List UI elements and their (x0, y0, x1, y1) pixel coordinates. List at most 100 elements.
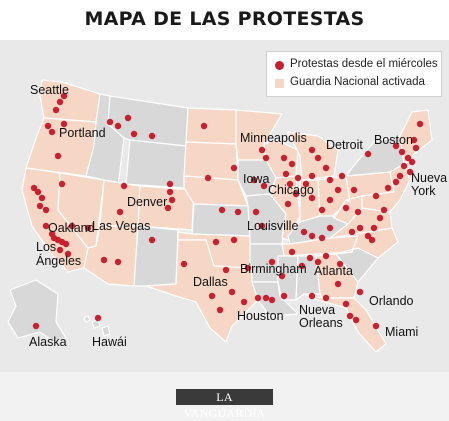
city-label-las-vegas: Las Vegas (92, 219, 151, 233)
protest-dot (222, 266, 230, 274)
protest-dot (404, 154, 412, 162)
protest-dot (322, 294, 330, 302)
protest-dot (268, 258, 276, 266)
city-label-dallas: Dallas (193, 275, 228, 289)
city-label-los-angeles-2: Ángeles (36, 254, 82, 268)
protest-dot (244, 264, 252, 272)
state-illinois (269, 175, 301, 241)
protest-dot (114, 122, 122, 130)
protest-dot (240, 298, 248, 306)
protest-dot (94, 314, 102, 322)
protest-dot (250, 176, 258, 184)
protest-dot (326, 176, 334, 184)
city-label-orlando: Orlando (369, 294, 414, 308)
protest-dot (262, 294, 270, 302)
city-label-nueva-york-1: Nueva (411, 171, 448, 185)
protest-dot (124, 114, 132, 122)
state-hawaii-3 (101, 325, 111, 337)
protest-dot (308, 292, 316, 300)
protest-dot (166, 180, 174, 188)
city-label-minneapolis: Minneapolis (240, 131, 307, 145)
city-label-seattle: Seattle (30, 83, 69, 97)
protest-dot (218, 206, 226, 214)
protest-dot (326, 224, 334, 232)
city-label-birmingham: Birmingham (240, 262, 307, 276)
protest-dot (408, 158, 416, 166)
protest-dot (406, 168, 414, 176)
protest-dot (60, 92, 68, 100)
protest-dot (308, 232, 316, 240)
protest-dot (56, 98, 64, 106)
protest-dot (230, 164, 238, 172)
protest-dot (334, 186, 342, 194)
city-label-denver: Denver (127, 195, 168, 209)
protest-dot (48, 128, 56, 136)
protest-dot (116, 208, 124, 216)
protest-dot (42, 206, 50, 214)
city-label-detroit: Detroit (326, 138, 363, 152)
protest-dot (398, 148, 406, 156)
protest-dot (252, 208, 260, 216)
city-label-chicago: Chicago (268, 183, 314, 197)
protest-dot (368, 236, 376, 244)
protest-dot (278, 272, 286, 280)
state-texas (145, 239, 261, 343)
protest-dot (392, 142, 400, 150)
protest-dot (280, 154, 288, 162)
state-north-dakota (185, 107, 237, 145)
protest-dot (318, 234, 326, 242)
city-label-iowa: Iowa (243, 172, 270, 186)
protest-dot (228, 288, 236, 296)
protest-dot (204, 174, 212, 182)
guard-swatch-icon (275, 79, 284, 88)
city-label-oakland: Oakland (48, 221, 95, 235)
protest-dot (334, 280, 342, 288)
protest-dot (354, 208, 362, 216)
protest-dot (280, 292, 288, 300)
protest-dot (64, 250, 72, 258)
city-label-boston: Boston (374, 133, 413, 147)
protest-dot (284, 200, 292, 208)
protest-dot (258, 222, 266, 230)
protest-dot (42, 222, 50, 230)
state-alaska (7, 279, 67, 343)
protest-dot (314, 154, 322, 162)
brand-logo: LA VANGUARDIA (176, 389, 273, 420)
protest-dot (314, 258, 322, 266)
protest-dot (60, 120, 68, 128)
protest-dot (318, 206, 326, 214)
protest-dot (212, 238, 220, 246)
legend-protests-label: Protestas desde el miércoles (290, 58, 438, 70)
city-label-louisville: Louisville (247, 219, 299, 233)
protest-dot (302, 180, 310, 188)
state-hawaii-2 (91, 319, 101, 329)
protest-dot (230, 236, 238, 244)
protest-dot (376, 214, 384, 222)
state-new-mexico (133, 225, 179, 287)
protest-dot (32, 322, 40, 330)
protest-dot (322, 164, 330, 172)
protest-dot (306, 254, 314, 262)
protest-dot (400, 162, 408, 170)
protest-dot (148, 236, 156, 244)
protest-dot (148, 132, 156, 140)
city-label-portland: Portland (59, 126, 106, 140)
protest-dot (326, 196, 334, 204)
protest-dot (396, 172, 404, 180)
protest-dot (410, 136, 418, 144)
protest-dot (58, 180, 66, 188)
protest-dot (254, 294, 262, 302)
protest-dot (234, 208, 242, 216)
protest-dot (322, 252, 330, 260)
protest-dot (288, 160, 296, 168)
protest-dot (348, 228, 356, 236)
protest-dot (200, 122, 208, 130)
protest-dot (120, 182, 128, 190)
protest-dot (34, 188, 42, 196)
protest-dot (308, 194, 316, 202)
protest-dot (336, 260, 344, 268)
protest-dot (54, 152, 62, 160)
city-label-miami: Miami (385, 325, 419, 339)
protest-dot (180, 260, 188, 268)
protest-dot (372, 322, 380, 330)
